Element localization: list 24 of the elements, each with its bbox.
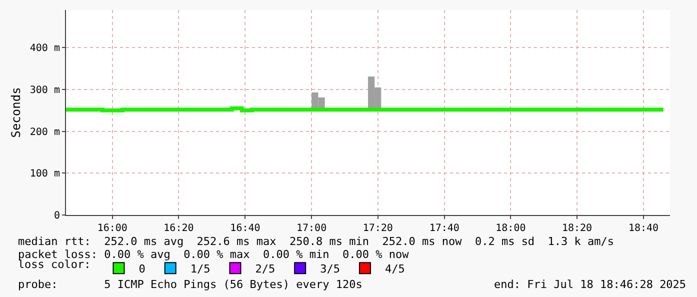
x-tick-label: 17:40	[429, 223, 460, 234]
text: median rtt: 252.0 ms avg 252.6 ms max 250.8 ms min 252.0 ms now 0.2 ms sd 1.3 k am/s	[18, 235, 614, 248]
x-tick-label: 16:20	[164, 223, 194, 234]
x-tick-label: 16:00	[97, 223, 128, 234]
text: end: Fri Jul 18 18:46:28 2025	[494, 278, 686, 291]
y-tick-label: 400 m	[30, 43, 60, 54]
legend-label: 2/5	[255, 262, 276, 276]
y-tick-label: 0	[54, 210, 60, 222]
x-tick-label: 16:40	[230, 223, 260, 234]
legend-label: 0	[138, 262, 146, 276]
y-tick-label: 200 m	[30, 126, 60, 138]
y-axis-title: Seconds	[9, 87, 24, 138]
legend-label: 1/5	[190, 262, 210, 276]
y-tick-label: 300 m	[30, 84, 60, 96]
x-tick-label: 18:20	[562, 223, 592, 234]
legend-label: 4/5	[384, 262, 405, 276]
legend-label: 3/5	[320, 262, 340, 276]
x-tick-label: 18:40	[628, 223, 659, 234]
x-tick-label: 17:00	[296, 223, 327, 234]
y-tick-label: 100 m	[30, 168, 60, 180]
x-tick-label: 17:20	[362, 223, 393, 234]
text: probe: 5 ICMP Echo Pings (56 Bytes) every 120s	[18, 278, 362, 291]
text: packet loss: 0.00 % avg 0.00 % max 0.00 % min 0.00 % now	[18, 248, 410, 261]
x-tick-label: 18:00	[496, 223, 526, 234]
